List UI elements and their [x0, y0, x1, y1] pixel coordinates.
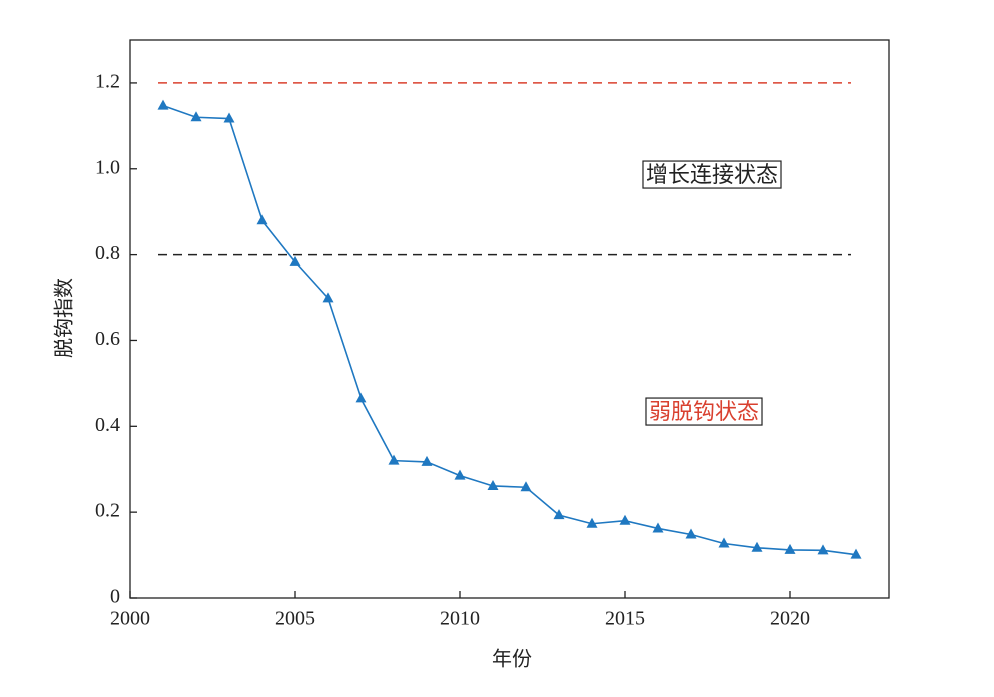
marker	[388, 454, 400, 465]
x-tick-label: 2005	[275, 608, 315, 630]
marker	[751, 541, 763, 552]
annotation-box	[645, 397, 763, 426]
x-tick-label: 2020	[770, 608, 810, 630]
x-tick-label: 2015	[605, 608, 645, 630]
annotation-text: 增长连接状态	[646, 162, 778, 187]
marker	[487, 479, 499, 490]
marker	[355, 392, 367, 403]
x-tick-label: 2000	[110, 608, 150, 630]
y-tick-label: 0	[110, 586, 120, 608]
marker	[520, 481, 532, 492]
annotation: 弱脱钩状态	[645, 397, 763, 426]
x-axis-label: 年份	[492, 648, 532, 671]
plot-frame	[129, 39, 890, 599]
marker	[718, 537, 730, 548]
y-tick-label: 0.4	[95, 414, 120, 436]
y-tick-label: 0.8	[95, 242, 120, 264]
marker	[256, 214, 268, 225]
marker	[454, 469, 466, 480]
marker	[817, 544, 829, 555]
marker	[223, 112, 235, 123]
marker	[421, 455, 433, 466]
annotation-text: 弱脱钩状态	[649, 399, 759, 424]
y-tick-label: 0.2	[95, 500, 120, 522]
marker	[289, 255, 301, 266]
marker	[685, 528, 697, 539]
marker	[652, 522, 664, 533]
marker	[157, 99, 169, 110]
marker	[586, 517, 598, 528]
y-tick-label: 1.2	[95, 71, 120, 93]
marker	[850, 548, 862, 559]
annotation-box	[642, 160, 782, 189]
marker	[619, 514, 631, 525]
marker	[784, 543, 796, 554]
y-axis-label: 脱钩指数	[53, 278, 76, 358]
line	[162, 104, 857, 556]
marker	[553, 509, 565, 520]
annotation: 增长连接状态	[642, 160, 782, 189]
x-tick-label: 2010	[440, 608, 480, 630]
marker	[190, 111, 202, 122]
marker	[322, 292, 334, 303]
y-tick-label: 1.0	[95, 156, 120, 178]
y-tick-label: 0.6	[95, 328, 120, 350]
